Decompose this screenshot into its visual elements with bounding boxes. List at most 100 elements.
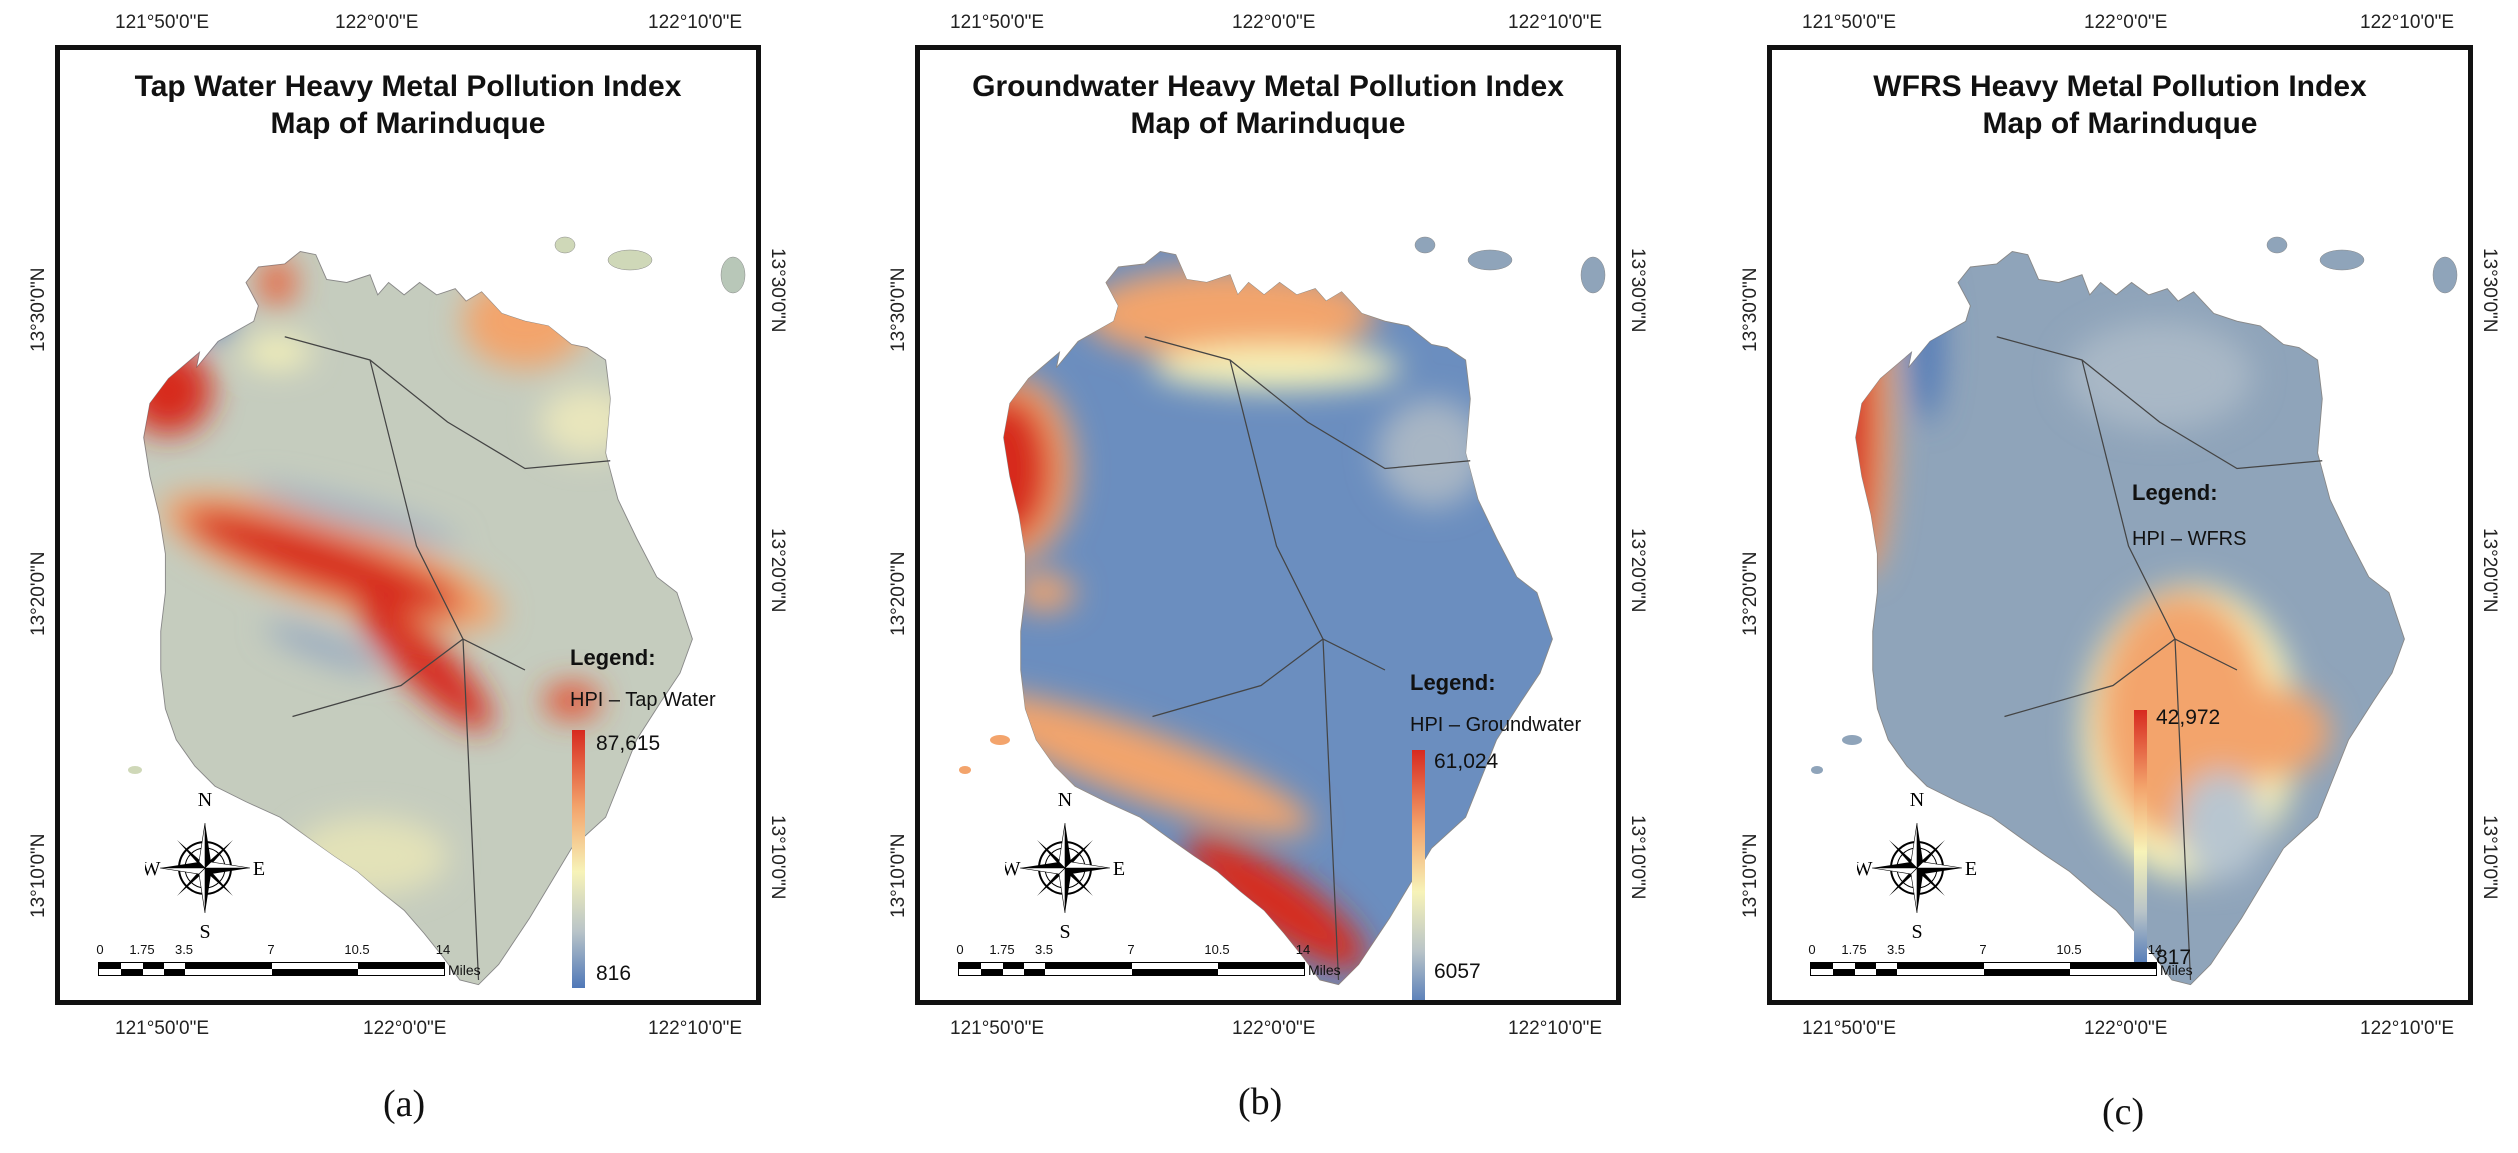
scale-label: 14 xyxy=(435,942,451,957)
legend-color-ramp xyxy=(1412,750,1425,1000)
legend-color-ramp xyxy=(572,730,585,988)
lon-label-right-bottom: 122°10'0"E xyxy=(1508,1018,1603,1039)
scale-label: 1.75 xyxy=(129,942,155,957)
legend-min-value: 816 xyxy=(596,962,632,985)
lon-label-left-bottom: 121°50'0"E xyxy=(115,1018,210,1039)
map-title: WFRS Heavy Metal Pollution Index Map of … xyxy=(1772,68,2468,142)
legend-subtitle: HPI – WFRS xyxy=(2132,528,2247,550)
municipal-boundary xyxy=(1144,336,1471,981)
legend: Legend: HPI – WFRS xyxy=(2132,480,2246,551)
islet xyxy=(2319,249,2365,271)
lon-label-right-bottom: 122°10'0"E xyxy=(2360,1018,2455,1039)
legend-subtitle: HPI – Groundwater xyxy=(1410,714,1582,736)
lat-label-bottom-left: 13°10'0"N xyxy=(1740,833,1761,918)
scale-label: 14 xyxy=(1295,942,1311,957)
legend-color-ramp xyxy=(2134,710,2147,968)
lon-label-right-bottom: 122°10'0"E xyxy=(648,1018,743,1039)
scale-labels: 0 1.75 3.5 7 10.5 14 xyxy=(96,942,450,962)
municipal-boundary xyxy=(1996,336,2323,981)
islet xyxy=(607,249,653,271)
panel-b: 121°50'0"E 122°0'0"E 122°10'0"E 121°50'0… xyxy=(860,0,1660,1153)
map-frame: Tap Water Heavy Metal Pollution Index Ma… xyxy=(55,45,761,1005)
map-title-line2: Map of Marinduque xyxy=(1130,107,1406,140)
panel-label: (a) xyxy=(383,1083,426,1125)
lon-label-mid-top: 122°0'0"E xyxy=(2084,12,2168,33)
lon-label-mid-top: 122°0'0"E xyxy=(1232,12,1316,33)
lat-label-top-right: 13°30'0"N xyxy=(1627,248,1648,333)
compass-n: N xyxy=(1910,790,1924,811)
scale-units: Miles xyxy=(1308,962,1341,978)
lat-label-mid-right: 13°20'0"N xyxy=(2479,528,2500,613)
hpi-map xyxy=(959,236,1606,986)
scale-label: 10.5 xyxy=(344,942,370,957)
map-title: Groundwater Heavy Metal Pollution Index … xyxy=(920,68,1616,142)
map-frame: WFRS Heavy Metal Pollution Index Map of … xyxy=(1767,45,2473,1005)
map-title-line2: Map of Marinduque xyxy=(1982,107,2258,140)
compass-w: W xyxy=(1005,858,1021,880)
lat-label-top-right: 13°30'0"N xyxy=(2479,248,2500,333)
legend-subtitle: HPI – Tap Water xyxy=(570,689,716,711)
lat-label-mid-left: 13°20'0"N xyxy=(1740,551,1761,636)
municipal-boundary xyxy=(284,336,611,981)
compass-s: S xyxy=(1059,921,1070,940)
panel-c: 121°50'0"E 122°0'0"E 122°10'0"E 121°50'0… xyxy=(1712,0,2512,1153)
lon-label-mid-bottom: 122°0'0"E xyxy=(1232,1018,1316,1039)
scale-units: Miles xyxy=(2160,962,2193,978)
scale-track xyxy=(98,962,445,976)
scale-label: 7 xyxy=(1979,942,1987,957)
hpi-zone xyxy=(1152,346,1401,390)
hpi-zone xyxy=(258,259,296,306)
scale-label: 1.75 xyxy=(1841,942,1867,957)
legend-max-value: 42,972 xyxy=(2156,706,2221,729)
compass-rose-icon: N S W E xyxy=(1854,789,1978,943)
scale-units: Miles xyxy=(448,962,481,978)
hpi-zone xyxy=(1377,398,1486,508)
scale-bar: 0 1.75 3.5 7 10.5 14 Miles xyxy=(96,942,480,978)
hpi-zone xyxy=(2066,321,2253,430)
compass-s: S xyxy=(1911,921,1922,940)
hpi-zone xyxy=(249,484,460,546)
compass-s: S xyxy=(199,921,210,940)
scale-track xyxy=(1810,962,2157,976)
map-title-line2: Map of Marinduque xyxy=(270,107,546,140)
map-title-line1: WFRS Heavy Metal Pollution Index xyxy=(1873,70,2367,103)
lat-label-top-left: 13°30'0"N xyxy=(28,267,49,352)
lon-label-right-top: 122°10'0"E xyxy=(1508,12,1603,33)
islet xyxy=(554,236,576,254)
scale-label: 0 xyxy=(1808,942,1816,957)
lon-label-right-top: 122°10'0"E xyxy=(2360,12,2455,33)
lat-label-bottom-right: 13°10'0"N xyxy=(1627,815,1648,900)
scale-labels: 0 1.75 3.5 7 10.5 14 xyxy=(1808,942,2162,962)
map-frame: Groundwater Heavy Metal Pollution Index … xyxy=(915,45,1621,1005)
scale-label: 10.5 xyxy=(1204,942,1230,957)
compass-rose-icon: N S W E xyxy=(1002,789,1126,943)
legend-title: Legend: xyxy=(2132,480,2218,505)
compass-w: W xyxy=(145,858,161,880)
compass-e: E xyxy=(1965,858,1977,880)
lon-label-left-bottom: 121°50'0"E xyxy=(1802,1018,1897,1039)
hpi-zone xyxy=(1003,394,1052,543)
hpi-zone xyxy=(543,683,600,719)
hpi-zone xyxy=(1185,835,1368,970)
lat-label-top-left: 13°30'0"N xyxy=(888,267,909,352)
scale-label: 7 xyxy=(1127,942,1135,957)
map-title: Tap Water Heavy Metal Pollution Index Ma… xyxy=(60,68,756,142)
lat-label-top-right: 13°30'0"N xyxy=(767,248,788,333)
hpi-zone xyxy=(1082,267,1378,360)
hpi-zone xyxy=(183,508,464,615)
lat-label-mid-left: 13°20'0"N xyxy=(888,551,909,636)
hpi-zone xyxy=(242,336,312,368)
scale-label: 14 xyxy=(2147,942,2163,957)
lat-label-bottom-left: 13°10'0"N xyxy=(28,833,49,918)
lon-label-left-top: 121°50'0"E xyxy=(1802,12,1897,33)
scale-label: 3.5 xyxy=(1034,942,1054,957)
hpi-zone xyxy=(292,817,448,895)
legend: Legend: HPI – Tap Water xyxy=(570,645,716,712)
hpi-zone xyxy=(1003,691,1313,835)
panel-label: (b) xyxy=(1238,1081,1283,1123)
panel-a: 121°50'0"E 122°0'0"E 122°10'0"E 121°50'0… xyxy=(0,0,800,1153)
lon-label-mid-top: 122°0'0"E xyxy=(335,12,419,33)
compass-n: N xyxy=(198,790,212,811)
islet xyxy=(990,735,1010,745)
panel-label: (c) xyxy=(2102,1091,2145,1133)
